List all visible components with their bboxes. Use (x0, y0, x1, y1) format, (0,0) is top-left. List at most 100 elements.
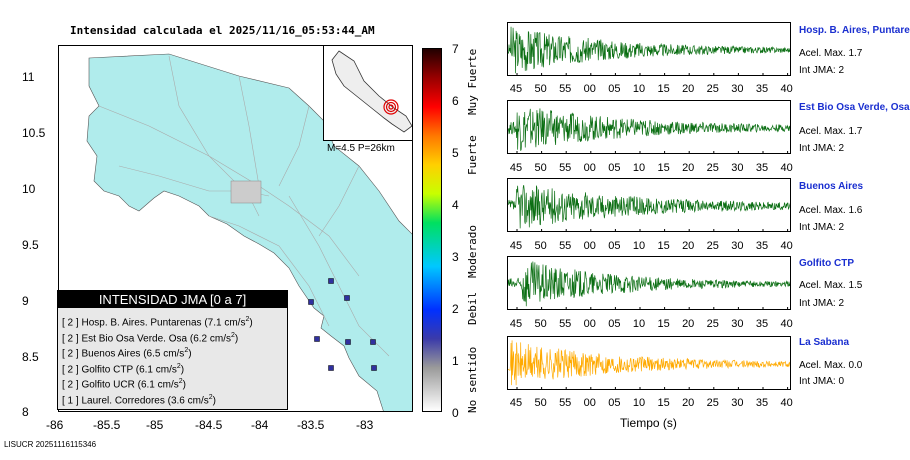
trace-x-tick: 55 (559, 318, 572, 330)
trace-x-tick: 05 (608, 83, 621, 95)
trace-x-tick: 10 (632, 318, 646, 330)
legend-row: [ 2 ] Est Bio Osa Verde. Osa (6.2 cm/s2) (62, 331, 239, 344)
trace-x-tick: 45 (509, 397, 523, 409)
map-xtick: -85 (146, 418, 164, 432)
trace-x-tick: 15 (657, 397, 670, 409)
map-ytick: 9.5 (22, 238, 39, 252)
trace-x-tick: 20 (682, 318, 695, 330)
trace-x-tick: 00 (583, 83, 596, 95)
trace-x-tick: 50 (534, 397, 547, 409)
station-int: Int JMA: 2 (799, 298, 845, 309)
trace-x-tick: 35 (755, 240, 769, 252)
station-name: La Sabana (799, 337, 850, 348)
trace-x-tick: 05 (608, 240, 621, 252)
trace-x-tick: 05 (608, 162, 621, 174)
station-acel: Acel. Max. 1.7 (799, 48, 863, 59)
trace-x-tick: 30 (731, 162, 744, 174)
trace-svg (508, 108, 790, 153)
trace-x-tick: 20 (682, 397, 695, 409)
trace-x-tick: 15 (657, 240, 670, 252)
trace-svg (508, 261, 790, 309)
colorbar-tick: 0 (452, 406, 459, 420)
legend-title: INTENSIDAD JMA [0 a 7] (58, 291, 287, 308)
station-marker (314, 336, 320, 342)
trace-x-tick: 05 (608, 397, 621, 409)
station-name: Hosp. B. Aires, Puntare (799, 25, 910, 36)
map-ytick: 8 (22, 405, 29, 419)
seismogram-line (508, 108, 790, 151)
trace-x-tick: 00 (583, 397, 596, 409)
map-ytick: 10.5 (22, 126, 46, 140)
colorbar-tick: 6 (452, 94, 459, 108)
trace-x-tick: 20 (682, 162, 695, 174)
trace-x-tick: 10 (632, 162, 646, 174)
trace-x-tick: 35 (755, 83, 769, 95)
footer-id: LISUCR 20251116115346 (4, 440, 97, 449)
trace-x-tick: 35 (755, 318, 769, 330)
trace-x-tick: 05 (608, 318, 621, 330)
station-marker (371, 365, 377, 371)
colorbar-tick: 4 (452, 198, 459, 212)
trace-x-tick: 20 (682, 83, 695, 95)
station-int: Int JMA: 0 (799, 376, 845, 387)
map-ytick: 10 (22, 182, 36, 196)
trace-x-tick: 55 (559, 83, 572, 95)
trace-panel (507, 22, 791, 76)
station-marker (345, 339, 351, 345)
epicenter-icon (383, 99, 399, 115)
station-marker (308, 299, 314, 305)
map-ytick: 11 (22, 70, 35, 84)
colorbar-label: Moderado (466, 225, 479, 278)
colorbar-tick: 5 (452, 146, 459, 160)
map-xtick: -83.5 (297, 418, 325, 432)
trace-x-tick: 25 (706, 162, 719, 174)
station-acel: Acel. Max. 0.0 (799, 360, 863, 371)
map-xtick: -85.5 (93, 418, 121, 432)
trace-x-tick: 45 (509, 83, 523, 95)
trace-x-axis: 45 50 55 00 05 10 15 20 25 30 35 40 (507, 397, 793, 409)
trace-x-tick: 00 (583, 240, 596, 252)
trace-x-axis: 45 50 55 00 05 10 15 20 25 30 35 40 (507, 240, 793, 252)
magnitude-label: M=4.5 P=26km (327, 143, 395, 154)
trace-x-tick: 45 (509, 162, 523, 174)
station-marker (328, 365, 334, 371)
trace-x-tick: 15 (657, 83, 670, 95)
trace-x-tick: 25 (706, 318, 719, 330)
trace-x-tick: 40 (780, 240, 793, 252)
trace-svg (508, 340, 790, 389)
legend-row: [ 2 ] Golfito CTP (6.1 cm/s2) (62, 362, 185, 375)
trace-x-tick: 25 (706, 240, 719, 252)
trace-x-tick: 25 (706, 83, 719, 95)
seismogram-line (508, 261, 790, 307)
station-marker (344, 295, 350, 301)
map-xtick: -84 (251, 418, 269, 432)
legend-row: [ 2 ] Hosp. B. Aires. Puntarenas (7.1 cm… (62, 316, 253, 329)
trace-panel (507, 100, 791, 154)
trace-panel (507, 256, 791, 310)
station-acel: Acel. Max. 1.6 (799, 205, 863, 216)
trace-x-tick: 00 (583, 162, 596, 174)
trace-x-tick: 45 (509, 318, 523, 330)
colorbar-label: Muy Fuerte (466, 48, 479, 115)
intensity-colorbar (422, 48, 442, 412)
trace-panel (507, 336, 791, 390)
trace-x-tick: 30 (731, 318, 744, 330)
station-acel: Acel. Max. 1.5 (799, 280, 863, 291)
trace-x-tick: 10 (632, 240, 646, 252)
trace-x-tick: 10 (632, 397, 646, 409)
inset-svg (331, 50, 412, 133)
trace-x-tick: 50 (534, 240, 547, 252)
trace-x-tick: 35 (755, 162, 769, 174)
station-marker (328, 278, 334, 284)
map-xtick: -86 (46, 418, 64, 432)
trace-x-tick: 00 (583, 318, 596, 330)
intensity-legend: INTENSIDAD JMA [0 a 7] [ 2 ] Hosp. B. Ai… (57, 290, 288, 410)
legend-row: [ 1 ] Laurel. Corredores (3.6 cm/s2) (62, 393, 216, 406)
colorbar-label: Debil (466, 291, 479, 325)
trace-x-axis: 45 50 55 00 05 10 15 20 25 30 35 40 (507, 162, 793, 174)
trace-x-tick: 15 (657, 318, 670, 330)
trace-x-tick: 30 (731, 83, 744, 95)
trace-x-tick: 55 (559, 397, 572, 409)
station-name: Est Bio Osa Verde, Osa (799, 102, 910, 113)
trace-x-tick: 10 (632, 83, 646, 95)
